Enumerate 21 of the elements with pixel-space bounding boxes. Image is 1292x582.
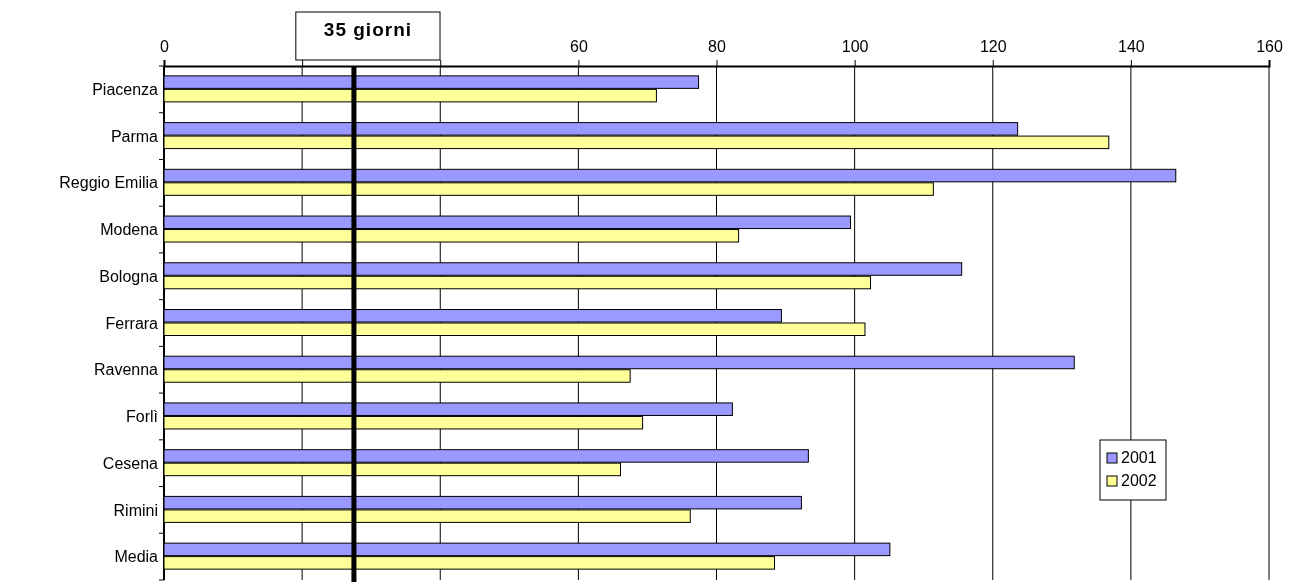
y-tick-label: Bologna xyxy=(99,267,159,285)
x-tick-label: 80 xyxy=(708,38,726,55)
y-tick-label: Ferrara xyxy=(105,314,159,332)
y-tick-label: Media xyxy=(114,548,159,566)
y-tick-label: Piacenza xyxy=(92,80,159,98)
x-tick-label: 100 xyxy=(841,38,869,55)
y-tick-label: Forlì xyxy=(126,408,158,426)
y-tick-label: Reggio Emilia xyxy=(59,174,159,192)
y-tick-label: Cesena xyxy=(102,454,159,472)
y-tick-label: Modena xyxy=(100,221,159,239)
x-tick-label: 140 xyxy=(1118,38,1145,55)
legend-label: 2001 xyxy=(1121,449,1157,466)
legend-label: 2002 xyxy=(1121,472,1157,489)
y-tick-label: Ravenna xyxy=(93,361,159,379)
x-tick-label: 120 xyxy=(979,38,1007,55)
x-tick-label: 160 xyxy=(1256,38,1283,55)
y-tick-label: Rimini xyxy=(113,501,158,519)
ref-line-label: 35 giorni xyxy=(323,19,413,40)
x-tick-label: 0 xyxy=(160,38,170,55)
x-tick-label: 60 xyxy=(569,38,588,55)
y-tick-label: Parma xyxy=(110,127,159,145)
